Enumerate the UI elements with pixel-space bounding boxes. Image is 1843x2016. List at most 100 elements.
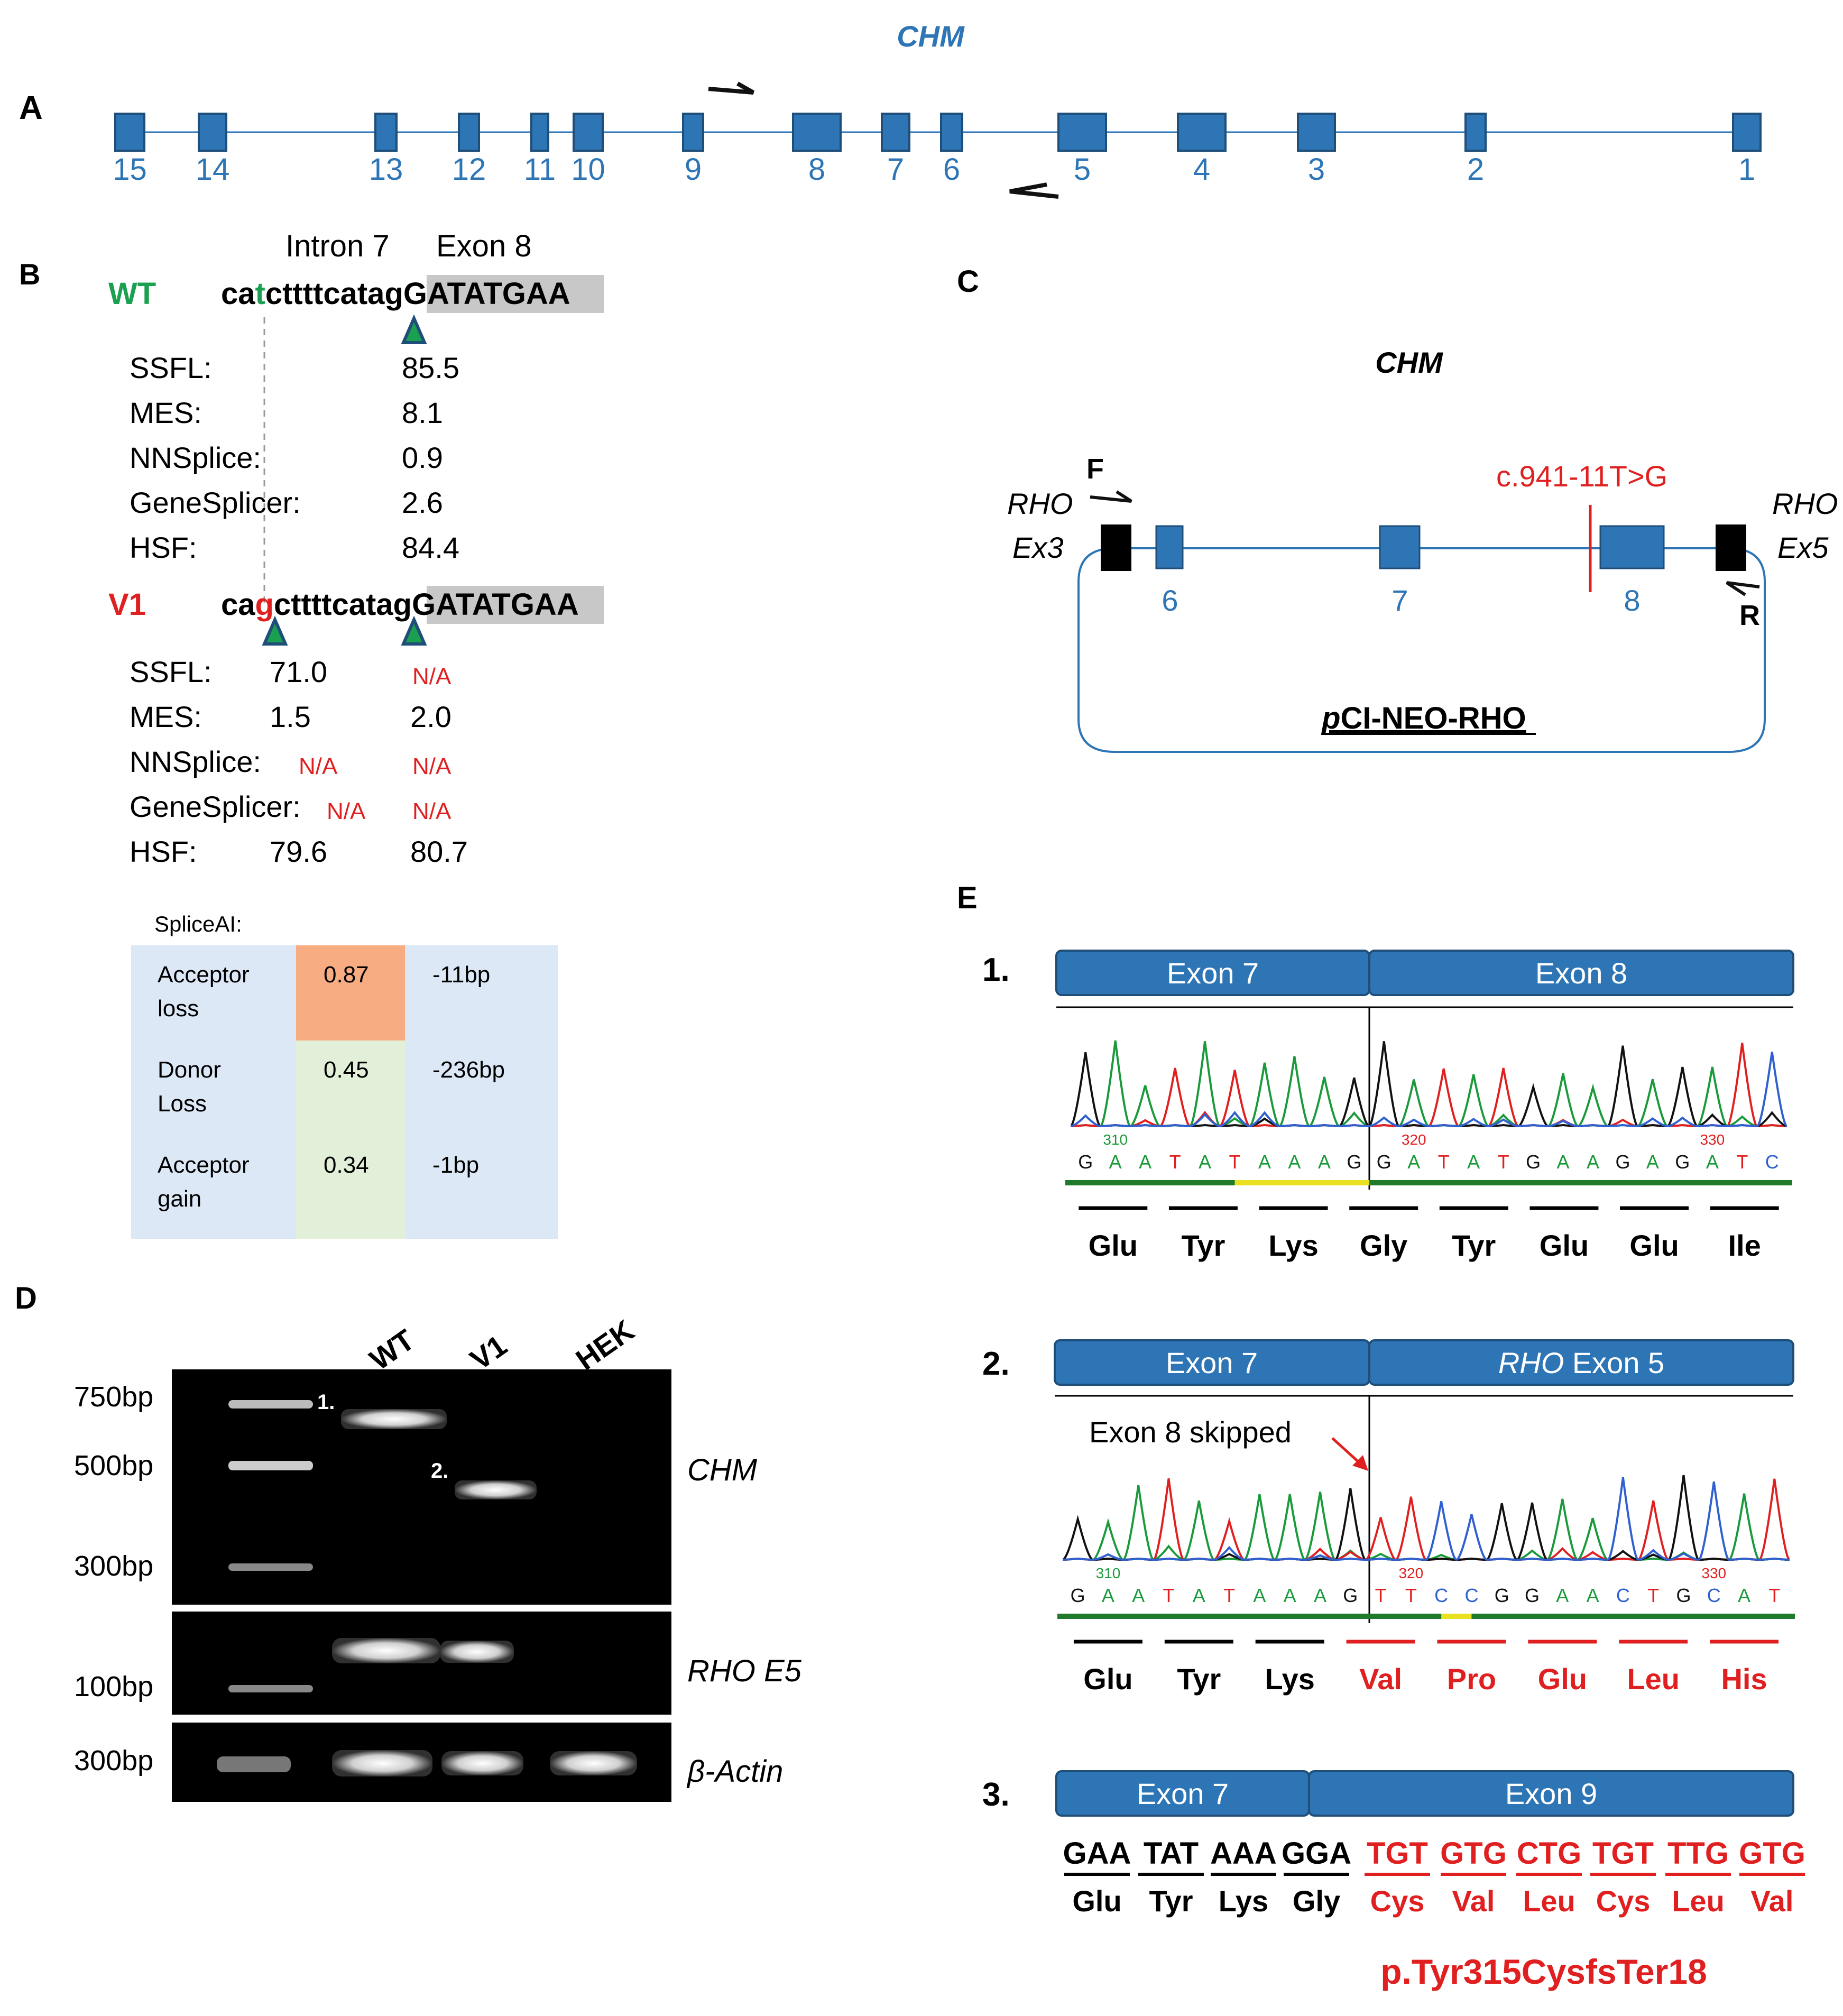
codon: GTG (1440, 1836, 1507, 1871)
splice-site-marker-v1-new (262, 615, 288, 646)
primer-r-label: R (1739, 600, 1760, 631)
v1-score-name: GeneSplicer: (130, 790, 301, 823)
forward-primer-arrow (708, 81, 754, 95)
trace3-left-label: Exon 7 (1137, 1777, 1229, 1810)
amino-acid: Leu (1672, 1884, 1725, 1918)
wt-label: WT (108, 277, 156, 311)
trace3-number: 3. (982, 1776, 1010, 1813)
exon-number: 1 (1738, 152, 1755, 187)
intron-label: Intron 7 (285, 229, 390, 263)
v1-score-name: SSFL: (130, 655, 212, 688)
base-call: A (1467, 1151, 1480, 1173)
base-call: G (1495, 1585, 1509, 1606)
exon-box (1732, 113, 1762, 152)
codon: GAA (1063, 1836, 1131, 1871)
exon-number: 7 (887, 152, 904, 187)
trace1-number: 1. (982, 952, 1010, 988)
base-call: G (1615, 1151, 1630, 1173)
band-v1-actin (441, 1751, 523, 1775)
wt-sequence: catcttttcatagGATATGAA (221, 277, 570, 311)
amino-acid: Val (1452, 1884, 1495, 1918)
panel-label-e: E (957, 881, 978, 915)
codon: TTG (1667, 1836, 1729, 1871)
band-ladder-actin (217, 1756, 291, 1772)
amino-acid: Ile (1728, 1229, 1761, 1262)
amino-acid: Glu (1629, 1229, 1679, 1262)
ladder-300-actin: 300bp (74, 1745, 153, 1776)
exon-box (1057, 113, 1107, 152)
base-call: A (1738, 1585, 1750, 1606)
minigene-exon-label-7: 7 (1392, 584, 1408, 617)
amino-acid: Cys (1596, 1884, 1651, 1918)
spliceai-type-line1: Acceptor (158, 962, 250, 988)
trace1-amino-acids: Glu Tyr Lys Gly Tyr Glu Glu Ile (1079, 1206, 1779, 1262)
v1-score-name: NNSplice: (130, 745, 261, 778)
quality-bar (1065, 1180, 1792, 1185)
v1-score-value-original: 2.0 (410, 700, 451, 733)
skip-arrow-head (1352, 1455, 1368, 1471)
rho-exon3-box (1101, 524, 1131, 571)
base-call: A (1587, 1151, 1599, 1173)
ladder-300: 300bp (74, 1550, 153, 1582)
band-wt-actin (332, 1750, 432, 1776)
ladder-band (228, 1461, 313, 1470)
base-call: A (1102, 1585, 1114, 1606)
band-1-label: 1. (317, 1391, 335, 1414)
panel-label-c: C (957, 264, 979, 299)
rho-left-2: Ex3 (1012, 531, 1064, 564)
exon-highlight-wt (427, 275, 604, 313)
wt-score-value: 84.4 (402, 531, 459, 564)
gel-label-actin: β-Actin (686, 1754, 783, 1789)
gene-title-a: CHM (897, 20, 965, 53)
exon-box (374, 113, 398, 152)
band-wt-rho (332, 1638, 440, 1663)
band-2-label: 2. (431, 1459, 448, 1483)
base-call: A (1314, 1585, 1326, 1606)
minigene-exon-label-6: 6 (1162, 584, 1178, 617)
spliceai-position: -11bp (432, 962, 490, 988)
base-call: G (1078, 1151, 1093, 1173)
base-call: C (1434, 1585, 1448, 1606)
exon-number: 13 (369, 152, 403, 187)
v1-score-value-original: N/A (412, 798, 451, 824)
base-call: T (1375, 1585, 1387, 1606)
amino-acid: Val (1359, 1662, 1402, 1696)
base-call: T (1438, 1151, 1450, 1173)
exon-box (940, 113, 963, 152)
amino-acid: Glu (1089, 1229, 1138, 1262)
exon-box (198, 113, 227, 152)
amino-acid: Gly (1360, 1229, 1407, 1262)
base-call: G (1071, 1585, 1085, 1606)
splice-site-marker-wt (401, 314, 427, 344)
amino-acid: Glu (1072, 1884, 1121, 1918)
v1-score-name: HSF: (130, 835, 197, 868)
amino-acid: Pro (1447, 1662, 1496, 1696)
gene-title-c: CHM (1375, 346, 1443, 379)
v1-score-value-original: N/A (412, 664, 451, 689)
rho-exon5-box (1716, 524, 1746, 571)
amino-acid: Tyr (1149, 1884, 1193, 1918)
quality-bar (1057, 1614, 1795, 1619)
ladder-band (228, 1563, 313, 1571)
spliceai-type-line1: Acceptor (158, 1152, 250, 1178)
amino-acid: Tyr (1181, 1229, 1225, 1262)
spliceai-score-cell-high (296, 945, 405, 1041)
panel-label-a: A (19, 90, 43, 126)
codon: GGA (1282, 1836, 1351, 1871)
exon-number: 9 (685, 152, 702, 187)
primer-r-arrow (1726, 581, 1760, 596)
exon-box (573, 113, 604, 152)
trace1-chromatogram (1070, 1040, 1788, 1128)
exon-track: 15 14 13 12 11 10 9 8 7 6 5 4 3 2 1 (113, 113, 1762, 187)
wt-score-value: 85.5 (402, 351, 459, 384)
amino-acid: Lys (1265, 1662, 1314, 1696)
wt-score-name: NNSplice: (130, 441, 261, 474)
exon-box (1177, 113, 1227, 152)
base-call: T (1163, 1585, 1175, 1606)
v1-score-value-new: 71.0 (270, 655, 327, 688)
band-v1-rho (440, 1641, 514, 1663)
exon-number: 2 (1467, 152, 1484, 187)
trace3-codons: GAA Glu TAT Tyr AAA Lys GGA Gly TGT Cys GTG Val CTG L… (1063, 1836, 1805, 1918)
